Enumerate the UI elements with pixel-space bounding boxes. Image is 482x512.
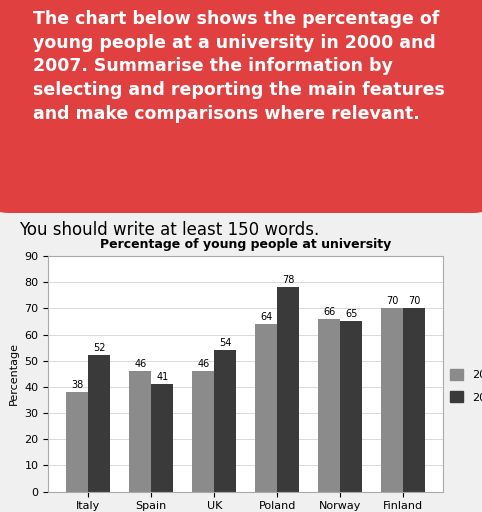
Text: 46: 46 [134,359,147,369]
Legend: 2000, 2007: 2000, 2007 [446,364,482,407]
Title: Percentage of young people at university: Percentage of young people at university [100,238,391,251]
Y-axis label: Percentage: Percentage [9,342,19,406]
Bar [340,322,362,492]
Text: 70: 70 [408,296,421,306]
Bar [403,308,426,492]
Text: 64: 64 [260,312,272,322]
Bar [129,371,151,492]
Bar [381,308,403,492]
Text: 46: 46 [197,359,209,369]
FancyBboxPatch shape [0,0,482,213]
Bar [192,371,214,492]
Text: 70: 70 [386,296,399,306]
Bar [318,319,340,492]
Text: 52: 52 [93,344,106,353]
Text: 78: 78 [282,275,295,285]
Text: 41: 41 [156,372,168,382]
Bar [255,324,277,492]
Text: 38: 38 [71,380,83,390]
Bar [277,287,299,492]
Text: 66: 66 [323,307,335,317]
Bar [88,355,110,492]
Bar [151,384,174,492]
Text: The chart below shows the percentage of
young people at a university in 2000 and: The chart below shows the percentage of … [33,10,445,123]
Text: 54: 54 [219,338,231,348]
Bar [214,350,236,492]
Text: You should write at least 150 words.: You should write at least 150 words. [19,221,319,239]
Bar [66,392,88,492]
Text: 65: 65 [345,309,358,319]
